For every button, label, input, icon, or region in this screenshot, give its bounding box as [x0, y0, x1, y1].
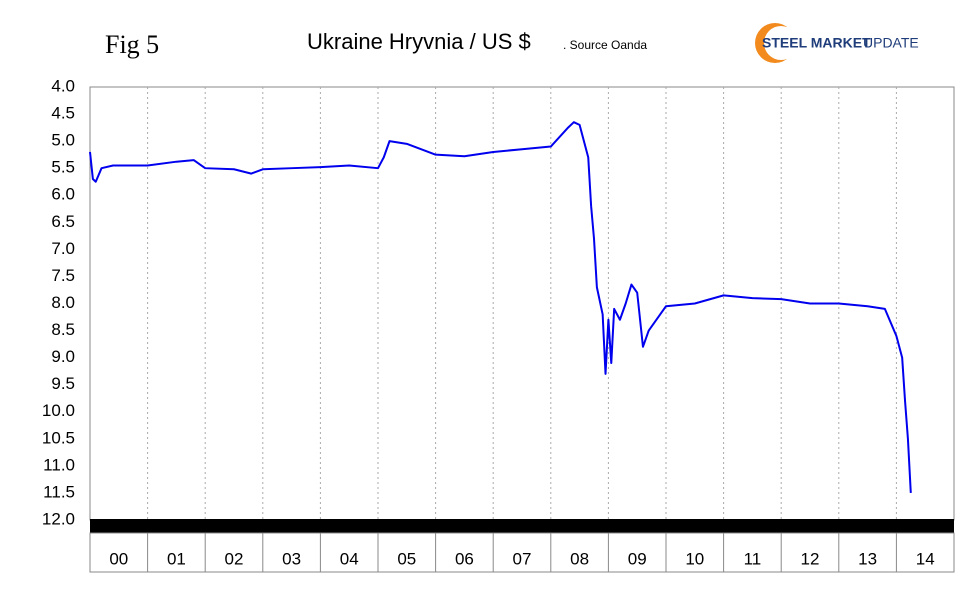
x-axis-bar [90, 519, 954, 533]
y-tick-label: 9.0 [51, 347, 75, 366]
logo-text: UPDATE [863, 35, 919, 51]
y-tick-label: 5.0 [51, 131, 75, 150]
data-line [89, 121, 912, 493]
y-tick-label: 11.0 [43, 455, 75, 474]
y-tick-label: 4.0 [51, 76, 75, 95]
x-tick-label: 01 [167, 549, 186, 568]
fig-label: Fig 5 [105, 30, 159, 59]
logo-mark [764, 26, 798, 60]
x-tick-label: 09 [628, 549, 647, 568]
x-tick-label: 11 [744, 549, 762, 568]
y-tick-label: 10.0 [42, 401, 75, 420]
x-tick-label: 04 [340, 549, 359, 568]
x-tick-label: 14 [916, 549, 935, 568]
x-tick-label: 12 [801, 549, 820, 568]
y-tick-label: 11.5 [43, 482, 75, 501]
y-tick-label: 8.0 [51, 293, 75, 312]
y-tick-label: 7.0 [51, 239, 75, 258]
y-tick-label: 6.5 [51, 212, 75, 231]
y-tick-label: 6.0 [51, 185, 75, 204]
y-tick-label: 10.5 [42, 428, 75, 447]
y-tick-label: 8.5 [51, 320, 75, 339]
x-tick-label: 05 [397, 549, 416, 568]
x-tick-label: 06 [455, 549, 474, 568]
y-tick-label: 12.0 [42, 509, 75, 528]
y-tick-label: 4.5 [51, 104, 75, 123]
logo-text: STEEL MARKET [762, 35, 871, 51]
y-tick-label: 5.5 [51, 158, 75, 177]
x-tick-label: 10 [685, 549, 704, 568]
chart-subtitle: . Source Oanda [563, 38, 647, 52]
chart-title: Ukraine Hryvnia / US $ [307, 29, 531, 54]
x-tick-label: 03 [282, 549, 301, 568]
x-label-frame [89, 532, 955, 573]
y-tick-label: 7.5 [51, 266, 75, 285]
x-tick-label: 07 [513, 549, 532, 568]
x-tick-label: 00 [109, 549, 128, 568]
x-tick-label: 13 [858, 549, 877, 568]
y-tick-label: 9.5 [51, 374, 75, 393]
x-tick-label: 02 [225, 549, 244, 568]
x-tick-label: 08 [570, 549, 589, 568]
